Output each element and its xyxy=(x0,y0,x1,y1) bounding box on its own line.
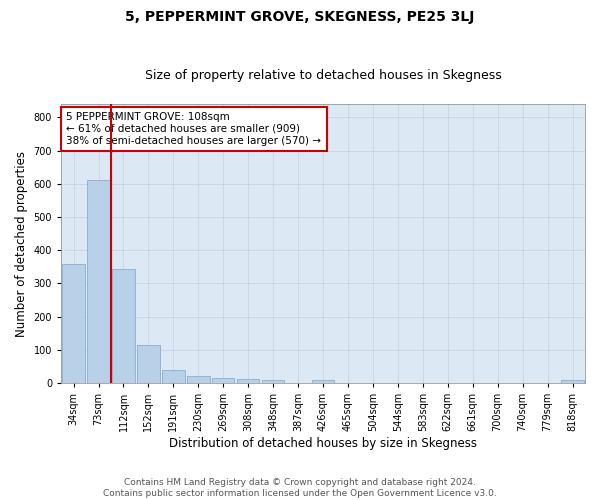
Bar xyxy=(237,379,259,383)
Text: 5, PEPPERMINT GROVE, SKEGNESS, PE25 3LJ: 5, PEPPERMINT GROVE, SKEGNESS, PE25 3LJ xyxy=(125,10,475,24)
Bar xyxy=(312,380,334,383)
Bar xyxy=(137,345,160,383)
Y-axis label: Number of detached properties: Number of detached properties xyxy=(15,150,28,336)
Bar xyxy=(262,380,284,383)
Text: Contains HM Land Registry data © Crown copyright and database right 2024.
Contai: Contains HM Land Registry data © Crown c… xyxy=(103,478,497,498)
Title: Size of property relative to detached houses in Skegness: Size of property relative to detached ho… xyxy=(145,69,502,82)
Text: 5 PEPPERMINT GROVE: 108sqm
← 61% of detached houses are smaller (909)
38% of sem: 5 PEPPERMINT GROVE: 108sqm ← 61% of deta… xyxy=(67,112,322,146)
Bar xyxy=(62,264,85,383)
X-axis label: Distribution of detached houses by size in Skegness: Distribution of detached houses by size … xyxy=(169,437,477,450)
Bar xyxy=(112,269,134,383)
Bar xyxy=(187,376,209,383)
Bar xyxy=(561,380,584,383)
Bar xyxy=(87,180,110,383)
Bar xyxy=(162,370,185,383)
Bar xyxy=(212,378,235,383)
